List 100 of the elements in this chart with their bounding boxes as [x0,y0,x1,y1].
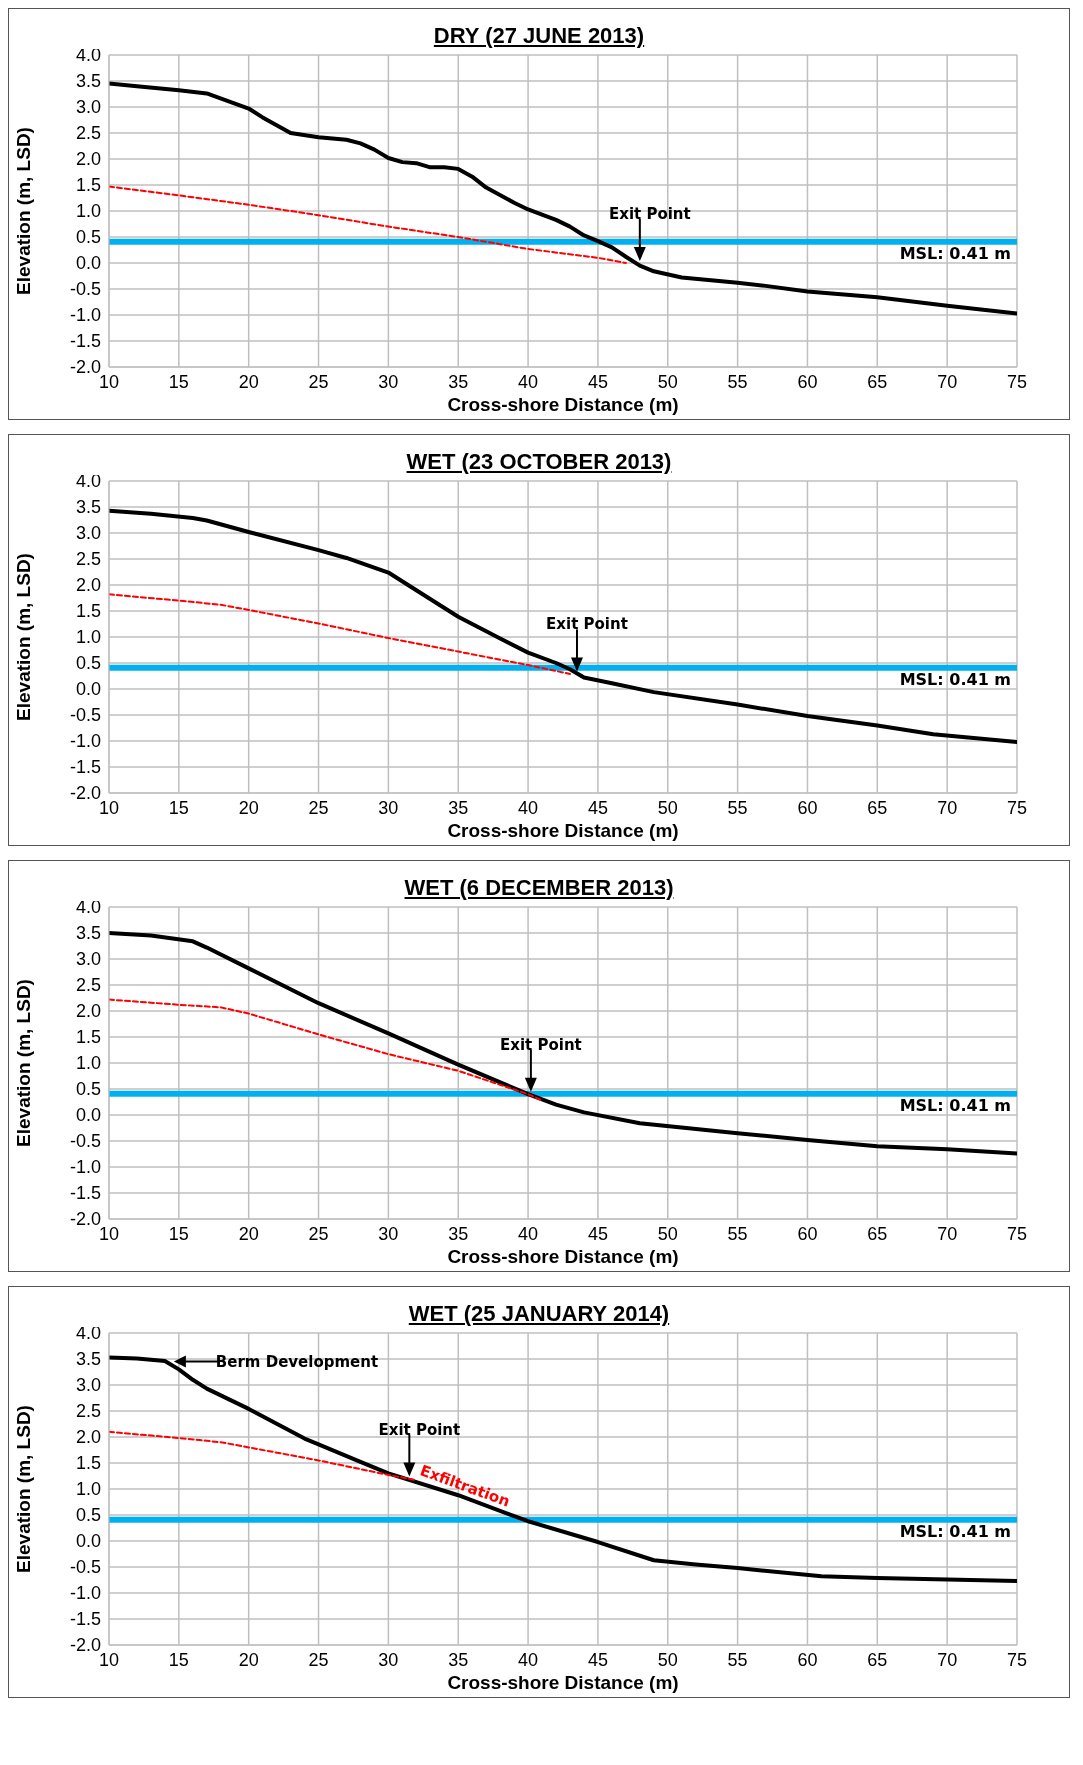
x-tick-label: 10 [98,1223,120,1244]
x-tick-label: 25 [308,1649,329,1670]
x-tick-label: 60 [797,1223,818,1244]
annotation: Exit Point [378,1420,461,1439]
y-tick-label: 3.0 [75,1375,101,1396]
y-tick-label: 1.5 [75,1027,101,1048]
y-tick-label: 3.0 [75,97,101,118]
x-tick-label: 65 [867,797,888,818]
y-tick-label: -0.5 [69,279,101,300]
x-tick-label: 50 [657,371,678,392]
line-series [109,508,1017,745]
x-tick-label: 60 [797,797,818,818]
y-tick-label: -1.0 [69,1157,101,1178]
y-axis-title: Elevation (m, LSD) [12,1405,34,1573]
y-tick-label: 3.0 [75,523,101,544]
x-tick-label: 40 [518,1223,539,1244]
line-series [109,1355,1017,1584]
x-tick-label: 30 [378,371,399,392]
x-tick-label: 30 [378,1649,399,1670]
x-tick-label: 10 [98,371,120,392]
x-tick-label: 55 [727,1223,748,1244]
y-tick-label: 1.0 [75,201,101,222]
y-tick-label: 3.5 [75,497,101,518]
y-tick-label: -0.5 [69,1131,101,1152]
x-tick-label: 20 [238,1649,259,1670]
x-tick-label: 10 [98,1649,120,1670]
x-tick-label: 40 [518,371,539,392]
y-tick-label: 0.0 [75,1531,101,1552]
y-tick-label: 1.5 [75,601,101,622]
x-tick-label: 55 [727,797,748,818]
y-tick-label: 3.5 [75,1349,101,1370]
y-tick-label: -1.5 [69,331,101,352]
annotation: Exit Point [546,615,628,634]
line-series [109,931,1017,1156]
x-tick-label: 30 [378,1223,399,1244]
y-tick-label: -0.5 [69,1557,101,1578]
x-tick-label: 20 [238,371,259,392]
y-tick-label: -1.0 [69,305,101,326]
y-tick-label: 4.0 [75,45,101,66]
x-tick-label: 70 [937,1223,958,1244]
x-tick-label: 40 [518,797,539,818]
y-tick-label: 2.0 [75,1427,101,1448]
y-tick-label: 2.0 [75,149,101,170]
x-tick-label: 35 [448,371,469,392]
x-axis-title: Cross-shore Distance (m) [447,1246,679,1267]
annotation: Berm Development [215,1352,379,1371]
y-tick-label: 1.5 [75,1453,101,1474]
y-tick-label: -1.0 [69,1583,101,1604]
x-tick-label: 45 [587,371,608,392]
chart-title: WET (6 DECEMBER 2013) [404,875,674,900]
chart-title: DRY (27 JUNE 2013) [433,23,645,48]
x-tick-label: 75 [1006,371,1028,392]
x-tick-label: 75 [1006,1223,1028,1244]
x-tick-label: 70 [937,1649,958,1670]
annotation: Exit Point [608,205,691,223]
line-series [109,81,1017,316]
y-tick-label: 1.0 [75,1479,101,1500]
x-tick-label: 45 [587,1223,608,1244]
x-tick-label: 75 [1006,1649,1028,1670]
annotation: Exit Point [500,1035,582,1054]
y-tick-label: 1.0 [75,627,101,648]
y-tick-label: 1.0 [75,1053,101,1074]
y-tick-label: 4.0 [75,471,101,492]
y-tick-label: 2.0 [75,575,101,596]
y-tick-label: 3.0 [75,949,101,970]
x-tick-label: 30 [378,797,399,818]
ref-line-label: MSL: 0.41 m [899,670,1011,690]
x-tick-label: 15 [168,1649,189,1670]
x-tick-label: 50 [657,1649,678,1670]
y-axis-title: Elevation (m, LSD) [12,553,34,721]
x-tick-label: 50 [657,1223,678,1244]
x-tick-label: 45 [587,797,608,818]
x-axis-title: Cross-shore Distance (m) [447,820,679,841]
x-tick-label: 40 [518,1649,539,1670]
x-tick-label: 65 [867,371,888,392]
x-tick-label: 35 [448,1649,469,1670]
y-tick-label: 3.5 [75,923,101,944]
y-tick-label: 2.5 [75,123,101,144]
x-tick-label: 55 [727,371,748,392]
y-tick-label: 4.0 [75,897,101,918]
x-tick-label: 75 [1006,797,1028,818]
x-tick-label: 55 [727,1649,748,1670]
y-tick-label: -2.0 [69,783,101,804]
y-axis-title: Elevation (m, LSD) [12,127,34,295]
ref-line-label: MSL: 0.41 m [899,1522,1011,1542]
x-tick-label: 10 [98,797,120,818]
y-tick-label: 1.5 [75,175,101,196]
y-tick-label: 0.5 [75,1505,101,1526]
x-tick-label: 20 [238,797,259,818]
y-tick-label: 3.5 [75,71,101,92]
x-tick-label: 15 [168,371,189,392]
x-tick-label: 50 [657,797,678,818]
y-tick-label: 0.5 [75,1079,101,1100]
x-tick-label: 15 [168,797,189,818]
x-tick-label: 25 [308,797,329,818]
x-tick-label: 45 [587,1649,608,1670]
x-tick-label: 65 [867,1223,888,1244]
y-tick-label: -2.0 [69,1635,101,1656]
x-tick-label: 25 [308,371,329,392]
x-tick-label: 15 [168,1223,189,1244]
